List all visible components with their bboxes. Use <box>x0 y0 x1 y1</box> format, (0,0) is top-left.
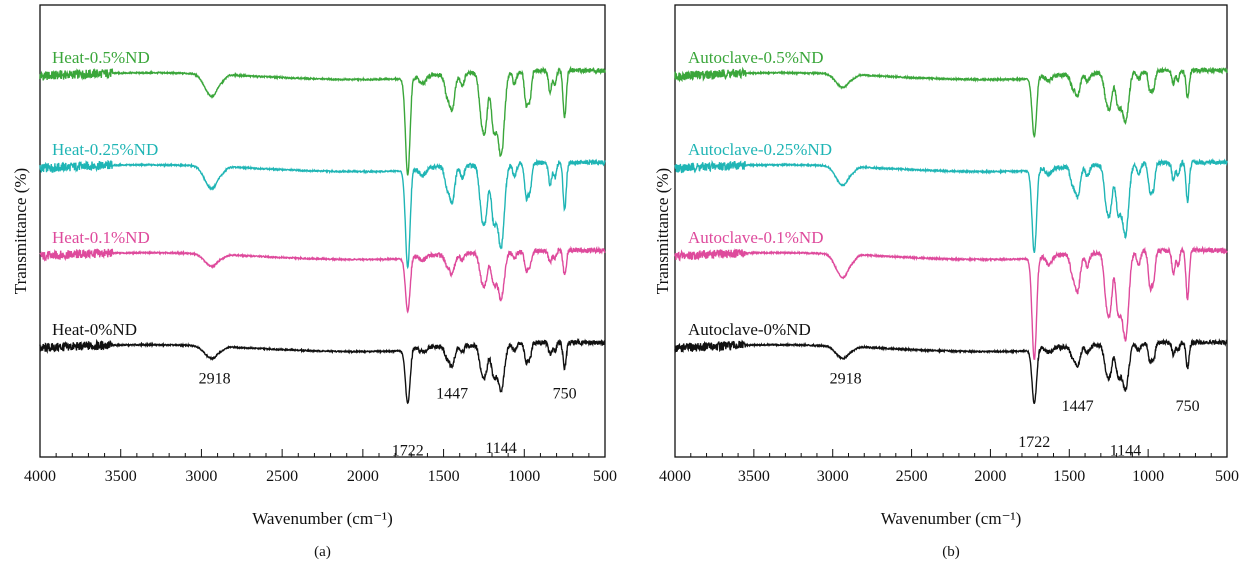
series-line <box>39 158 606 270</box>
x-tick-label: 2500 <box>266 468 298 485</box>
peak-annotation: 1447 <box>436 385 468 402</box>
y-axis-label: Transmittance (%) <box>653 168 672 294</box>
x-axis-label: Wavenumber (cm⁻¹) <box>252 509 393 528</box>
peak-annotation: 1722 <box>392 442 424 459</box>
series-label: Heat-0.5%ND <box>52 48 150 67</box>
peak-annotation: 1144 <box>1110 442 1141 459</box>
series-label: Autoclave-0.5%ND <box>688 48 824 67</box>
peak-annotation: 750 <box>1176 398 1200 415</box>
series-lines <box>39 65 606 405</box>
peak-annotation: 1447 <box>1062 398 1094 415</box>
panel-label: (a) <box>314 544 331 560</box>
panel-b: 4000 3500 3000 2500 2000 1500 1000 500 Autoclav… <box>653 4 1239 560</box>
peak-annotation: 1144 <box>485 440 516 457</box>
x-tick-label: 1500 <box>428 468 460 485</box>
x-tick-label: 1500 <box>1053 468 1085 485</box>
series-label: Autoclave-0.1%ND <box>688 228 824 247</box>
series-line <box>674 158 1228 253</box>
x-tick-label: 2000 <box>974 468 1006 485</box>
plot-frame <box>39 4 606 458</box>
panel-label: (b) <box>942 544 960 560</box>
x-tick-label: 4000 <box>24 468 56 485</box>
x-tick-label: 2000 <box>347 468 379 485</box>
plot-frame <box>674 4 1228 458</box>
x-tick-label: 500 <box>593 468 617 485</box>
x-tick-label: 1000 <box>508 468 540 485</box>
series-label: Autoclave-0.25%ND <box>688 140 832 159</box>
x-tick-label: 1000 <box>1132 468 1164 485</box>
x-tick-label: 2500 <box>896 468 928 485</box>
x-tick-labels: 4000 3500 3000 2500 2000 1500 1000 500 <box>659 468 1239 485</box>
x-tick-labels: 4000 3500 3000 2500 2000 1500 1000 500 <box>24 468 617 485</box>
series-label: Autoclave-0%ND <box>688 320 811 339</box>
peak-annotation: 2918 <box>199 370 231 387</box>
panel-a: 4000 3500 3000 2500 2000 1500 1000 500 Heat-0.5… <box>11 4 617 560</box>
x-axis-ticks <box>39 449 606 457</box>
x-tick-label: 4000 <box>659 468 691 485</box>
series-line <box>674 66 1228 139</box>
peak-annotation: 1722 <box>1018 434 1050 451</box>
peak-annotations: 2918 1722 1447 1144 750 <box>830 370 1200 459</box>
x-tick-label: 3500 <box>105 468 137 485</box>
series-label: Heat-0%ND <box>52 320 137 339</box>
peak-annotation: 750 <box>553 385 577 402</box>
x-tick-label: 3500 <box>738 468 770 485</box>
series-labels: Autoclave-0.5%ND Autoclave-0.25%ND Autocla… <box>688 48 832 339</box>
series-line <box>39 245 606 314</box>
x-axis-label: Wavenumber (cm⁻¹) <box>881 509 1022 528</box>
series-label: Heat-0.1%ND <box>52 228 150 247</box>
x-tick-label: 3000 <box>185 468 217 485</box>
series-line <box>674 338 1228 405</box>
series-line <box>674 245 1228 361</box>
series-labels: Heat-0.5%ND Heat-0.25%ND Heat-0.1%ND Heat-0… <box>52 48 158 339</box>
x-axis-ticks <box>674 449 1228 457</box>
series-line <box>39 337 606 405</box>
peak-annotations: 2918 1722 1447 1144 750 <box>199 370 577 459</box>
series-lines <box>674 66 1228 405</box>
series-label: Heat-0.25%ND <box>52 140 158 159</box>
x-tick-label: 3000 <box>817 468 849 485</box>
series-line <box>39 65 606 176</box>
peak-annotation: 2918 <box>830 370 862 387</box>
y-axis-label: Transmittance (%) <box>11 168 30 294</box>
x-tick-label: 500 <box>1215 468 1239 485</box>
